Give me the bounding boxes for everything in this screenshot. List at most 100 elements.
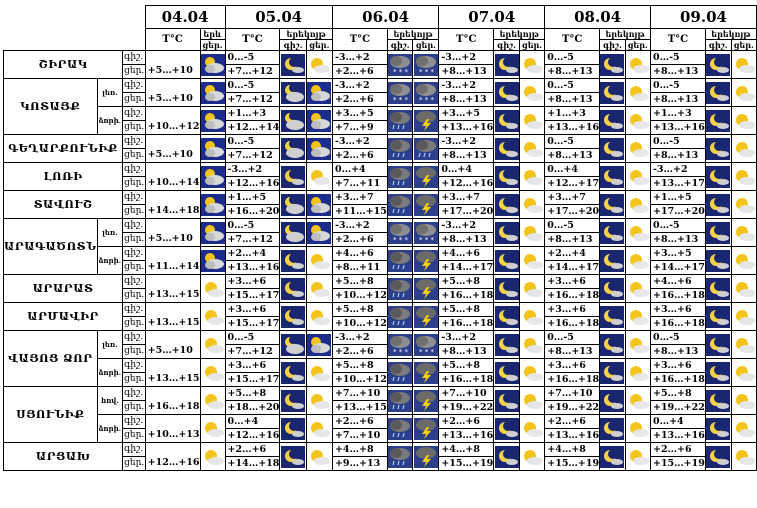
day-temp: +13…+16	[544, 428, 601, 443]
day-label: ցեր.	[122, 428, 146, 443]
moon-icon	[279, 358, 307, 387]
temp-col-header: T°C	[224, 28, 281, 51]
night-temp: +2…+6	[649, 442, 706, 457]
night-temp: +3…+6	[544, 358, 601, 373]
moon-icon	[704, 50, 732, 79]
region-name: ԼՈՌԻ	[2, 162, 124, 191]
sun-icon	[730, 50, 757, 79]
day-temp: +16…+18	[649, 288, 706, 303]
cloudsun-icon	[305, 190, 333, 219]
night-subheader: գիշ.	[493, 39, 520, 51]
subregion-label: լեռ.	[96, 218, 124, 247]
sun-icon	[624, 330, 651, 359]
day-temp: +19…+22	[649, 400, 706, 415]
day-subheader: ցեր.	[199, 39, 226, 51]
day-temp: +16…+18	[438, 316, 495, 331]
moon-icon	[279, 302, 307, 331]
day-temp: +2…+6	[331, 64, 388, 79]
sun-icon	[305, 274, 333, 303]
snow-icon: * * *	[386, 218, 414, 247]
subregion-label: հով.	[96, 386, 124, 415]
region-name: ԱՐԱԳԱԾՈՏՆ	[3, 218, 98, 275]
night-subheader: գիշ.	[704, 39, 732, 51]
moon-icon	[599, 246, 626, 275]
day-temp: +8…+13	[544, 344, 601, 359]
wx-col-header: երև	[199, 28, 226, 40]
moon-icon	[599, 106, 626, 135]
cloudsun-icon	[305, 330, 333, 359]
moon-icon	[704, 246, 732, 275]
cloudmoon-icon	[279, 218, 307, 247]
weather-icon	[199, 442, 226, 471]
wx-col-header: երեկոյթ	[493, 28, 546, 40]
temp-value: +10…+14	[144, 162, 201, 191]
day-temp: +10…+12	[331, 372, 388, 387]
sun-icon	[518, 246, 546, 275]
night-temp: 0…-5	[224, 134, 281, 149]
day-temp: +7…+12	[224, 148, 281, 163]
weather-icon	[199, 190, 226, 219]
temp-value: +5…+10	[144, 78, 201, 107]
night-label: գիշ.	[122, 442, 146, 457]
sun-icon	[624, 274, 651, 303]
region-name: ԿՈՏԱՅՔ	[3, 78, 98, 135]
date-header: 07.04	[438, 5, 546, 29]
day-temp: +12…+17	[544, 176, 601, 191]
night-temp: +2…+6	[224, 442, 281, 457]
night-temp: +5…+8	[438, 302, 495, 317]
storm-icon	[412, 246, 440, 275]
region-name: ՍՅՈՒՆԻՔ	[3, 386, 98, 443]
temp-value: +5…+10	[144, 50, 201, 79]
sun-icon	[305, 302, 333, 331]
night-temp: +7…+10	[331, 386, 388, 401]
temp-col-header: T°C	[331, 28, 388, 51]
day-temp: +15…+17	[224, 288, 281, 303]
moon-icon	[279, 274, 307, 303]
night-temp: +2…+6	[544, 414, 601, 429]
night-subheader: գիշ.	[386, 39, 414, 51]
night-temp: 0…-5	[544, 330, 601, 345]
night-subheader: գիշ.	[279, 39, 307, 51]
day-temp: +8…+13	[649, 344, 706, 359]
night-temp: +4…+8	[544, 442, 601, 457]
rain-icon	[386, 162, 414, 191]
day-temp: +7…+12	[224, 64, 281, 79]
day-temp: +14…+17	[649, 260, 706, 275]
night-temp: +3…+7	[438, 190, 495, 205]
day-temp: +2…+6	[331, 148, 388, 163]
night-label: գիշ.	[122, 134, 146, 149]
day-temp: +7…+12	[224, 344, 281, 359]
moon-icon	[279, 442, 307, 471]
day-temp: +19…+22	[438, 400, 495, 415]
snow-icon: * * *	[412, 218, 440, 247]
night-temp: 0…+4	[649, 414, 706, 429]
night-temp: 0…-5	[224, 78, 281, 93]
cloudsun-icon	[305, 106, 333, 135]
night-temp: 0…-5	[224, 50, 281, 65]
rain-icon	[386, 358, 414, 387]
day-label: ցեր.	[122, 400, 146, 415]
region-name: ԱՐՑԱԽ	[2, 442, 124, 471]
night-temp: -3…+2	[438, 134, 495, 149]
night-temp: 0…-5	[544, 50, 601, 65]
moon-icon	[704, 106, 732, 135]
temp-value: +5…+10	[144, 218, 201, 247]
temp-col-header: T°C	[438, 28, 495, 51]
moon-icon	[704, 274, 732, 303]
night-temp: +2…+4	[224, 246, 281, 261]
moon-icon	[704, 78, 732, 107]
subregion-label: լեռ.	[96, 330, 124, 359]
day-label: ցեր.	[122, 204, 146, 219]
storm-icon	[412, 302, 440, 331]
day-temp: +8…+13	[544, 232, 601, 247]
weather-icon	[199, 386, 226, 415]
subregion-label: ձորի.	[96, 106, 124, 135]
moon-icon	[599, 162, 626, 191]
rain-icon	[386, 134, 414, 163]
storm-icon	[412, 442, 440, 471]
day-label: ցեր.	[122, 260, 146, 275]
day-subheader: ցեր.	[730, 39, 757, 51]
subregion-label: ձորի.	[96, 414, 124, 443]
weather-icon	[199, 134, 226, 163]
night-temp: +5…+8	[331, 274, 388, 289]
